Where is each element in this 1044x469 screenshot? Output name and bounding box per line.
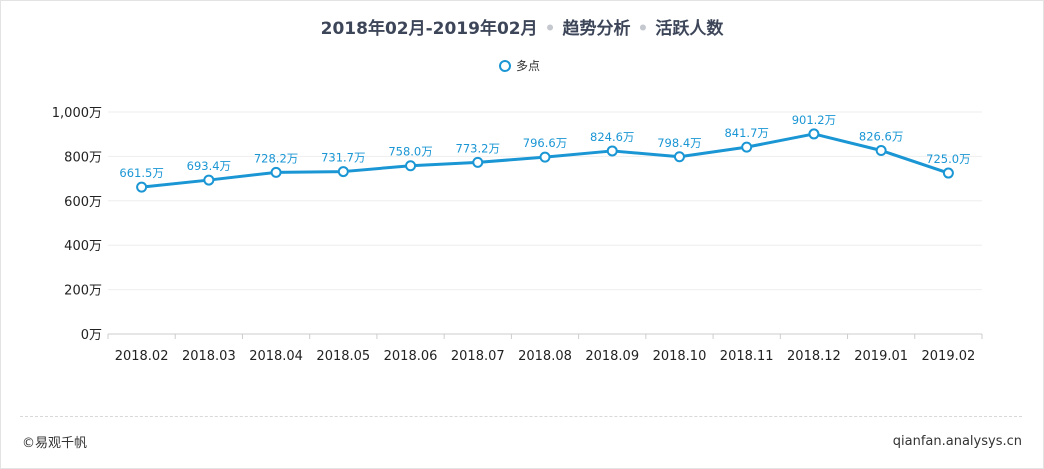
footer-divider	[20, 416, 1022, 417]
footer-site[interactable]: qianfan.analysys.cn	[892, 434, 1022, 449]
x-tick-label: 2019.02	[922, 349, 976, 364]
data-point	[673, 151, 685, 163]
title-separator-2: •	[637, 19, 649, 39]
y-tick-label: 1,000万	[52, 106, 102, 121]
x-tick-label: 2018.07	[451, 349, 505, 364]
data-point	[875, 144, 887, 156]
x-tick-label: 2018.06	[384, 349, 438, 364]
legend[interactable]: 多点	[499, 57, 540, 74]
data-label: 731.7万	[321, 151, 365, 165]
data-point	[808, 128, 820, 140]
x-tick-label: 2018.09	[585, 349, 639, 364]
x-tick-label: 2018.03	[182, 349, 236, 364]
title-period: 2018年02月-2019年02月	[320, 19, 538, 39]
y-tick-label: 800万	[64, 150, 102, 165]
data-point	[942, 167, 954, 179]
x-tick-label: 2018.02	[115, 349, 169, 364]
data-label: 728.2万	[254, 151, 298, 165]
data-point	[539, 151, 551, 163]
y-tick-label: 600万	[64, 195, 102, 210]
data-point	[606, 145, 618, 157]
x-tick-label: 2018.11	[720, 349, 774, 364]
data-point	[203, 174, 215, 186]
y-tick-label: 200万	[64, 284, 102, 299]
data-label: 725.0万	[926, 152, 970, 166]
data-point	[136, 181, 148, 193]
data-label: 758.0万	[388, 145, 432, 159]
data-label: 693.4万	[187, 159, 231, 173]
data-label: 796.6万	[523, 136, 567, 150]
footer-copyright: ©易观千帆	[22, 436, 88, 451]
data-label: 824.6万	[590, 130, 634, 144]
data-point	[472, 156, 484, 168]
data-label: 826.6万	[859, 129, 903, 143]
data-label: 901.2万	[792, 113, 836, 127]
x-tick-label: 2018.04	[249, 349, 303, 364]
x-tick-label: 2019.01	[854, 349, 908, 364]
x-tick-label: 2018.08	[518, 349, 572, 364]
title-metric: 活跃人数	[655, 19, 724, 39]
chart-title: 2018年02月-2019年02月 • 趋势分析 • 活跃人数	[0, 14, 1044, 39]
data-label: 841.7万	[724, 126, 768, 140]
data-label: 661.5万	[119, 166, 163, 180]
data-point	[741, 141, 753, 153]
title-separator-1: •	[544, 19, 556, 39]
data-label: 798.4万	[657, 136, 701, 150]
data-point	[270, 166, 282, 178]
legend-label: 多点	[516, 59, 541, 73]
x-tick-label: 2018.10	[653, 349, 707, 364]
x-tick-label: 2018.05	[316, 349, 370, 364]
x-tick-label: 2018.12	[787, 349, 841, 364]
data-label: 773.2万	[456, 141, 500, 155]
y-tick-label: 400万	[64, 239, 102, 254]
y-tick-label: 0万	[81, 328, 102, 343]
data-point	[337, 166, 349, 178]
data-point	[405, 160, 417, 172]
title-analysis: 趋势分析	[562, 19, 631, 39]
legend-marker-icon	[499, 59, 511, 72]
